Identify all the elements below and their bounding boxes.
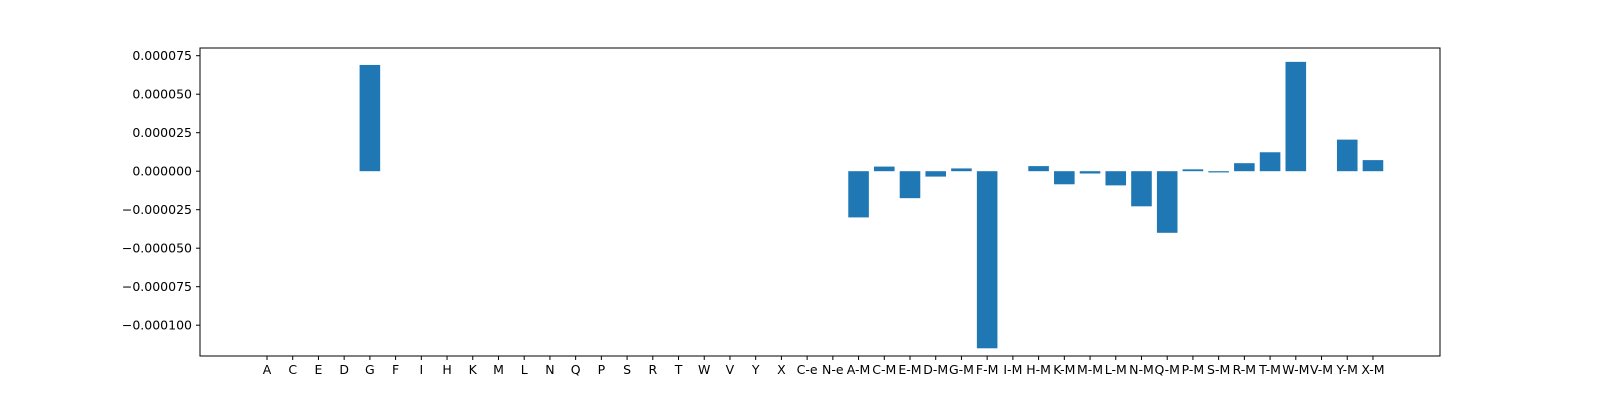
x-tick-label: S [623, 362, 631, 377]
y-axis: −0.000100 −0.000075 −0.000050 −0.000025 0.00… [122, 48, 200, 333]
y-tick-label: 0.000050 [132, 87, 192, 102]
x-tick-label: S-M [1207, 362, 1230, 377]
bar-M-M [1079, 171, 1101, 174]
x-tick-label: H [442, 362, 451, 377]
x-tick-label: Y-M [1336, 362, 1358, 377]
x-tick-label: A [263, 362, 272, 377]
bar-S-M [1208, 171, 1229, 173]
x-axis: A C E D G F I H K M L N Q P S R T W V Y X C-e N-e A-M C-M E-M D-M G… [263, 356, 1385, 377]
bar-G-M [951, 168, 972, 172]
x-tick-label: T-M [1258, 362, 1281, 377]
x-tick-label: A-M [847, 362, 871, 377]
bar-X-M [1362, 160, 1384, 172]
y-tick-label: 0.000025 [132, 125, 192, 140]
x-tick-label: C-e [797, 362, 818, 377]
bar-C-M [873, 166, 895, 172]
x-tick-label: Q [571, 362, 581, 377]
bar-W-M [1285, 61, 1307, 172]
x-tick-label: R-M [1233, 362, 1256, 377]
x-tick-label: C-M [872, 362, 896, 377]
x-tick-label: V-M [1310, 362, 1333, 377]
x-tick-label: K [469, 362, 478, 377]
x-tick-label: T [674, 362, 683, 377]
x-tick-label: X-M [1361, 362, 1384, 377]
bar-F-M [976, 171, 998, 349]
y-tick-label: −0.000100 [122, 318, 192, 333]
x-tick-label: D-M [923, 362, 948, 377]
x-tick-label: W-M [1282, 362, 1309, 377]
x-tick-label: M-M [1077, 362, 1103, 377]
x-tick-label: H-M [1026, 362, 1051, 377]
bar-K-M [1054, 171, 1075, 185]
y-tick-label: −0.000050 [122, 241, 192, 256]
x-tick-label: D [339, 362, 349, 377]
y-tick-label: 0.000000 [132, 164, 192, 179]
x-tick-label: L-M [1105, 362, 1127, 377]
x-tick-label: X [777, 362, 786, 377]
y-tick-label: −0.000025 [122, 202, 192, 217]
bar-L-M [1105, 171, 1127, 186]
bar-D-M [925, 171, 947, 177]
bar-E-M [899, 171, 921, 199]
bars-group [359, 61, 1384, 349]
x-tick-label: P-M [1182, 362, 1205, 377]
bar-G [359, 64, 381, 172]
x-tick-label: N-M [1129, 362, 1154, 377]
x-tick-label: W [698, 362, 710, 377]
bar-R-M [1234, 163, 1255, 172]
x-tick-label: Y [751, 362, 760, 377]
x-tick-label: C [288, 362, 297, 377]
x-tick-label: G [365, 362, 375, 377]
x-tick-label: K-M [1053, 362, 1075, 377]
bar-T-M [1259, 152, 1281, 172]
bar-P-M [1182, 169, 1204, 172]
x-tick-label: E [314, 362, 322, 377]
x-tick-label: N [545, 362, 554, 377]
x-tick-label: L [521, 362, 528, 377]
x-tick-label: G-M [949, 362, 974, 377]
plot-frame [199, 47, 1441, 357]
x-tick-label: M [493, 362, 504, 377]
bar-Q-M [1156, 171, 1178, 233]
x-tick-label: E-M [898, 362, 921, 377]
y-tick-label: 0.000075 [132, 48, 192, 63]
x-tick-label: I [419, 362, 423, 377]
bar-H-M [1028, 166, 1049, 172]
x-tick-label: V [726, 362, 735, 377]
x-tick-label: F-M [976, 362, 999, 377]
x-tick-label: Q-M [1154, 362, 1179, 377]
x-tick-label: F [392, 362, 399, 377]
bar-A-M [848, 171, 869, 218]
y-tick-label: −0.000075 [122, 279, 192, 294]
x-tick-label: N-e [822, 362, 844, 377]
bar-N-M [1131, 171, 1152, 207]
bar-Y-M [1336, 139, 1358, 172]
x-tick-label: R [648, 362, 657, 377]
x-tick-label: I-M [1003, 362, 1022, 377]
x-tick-label: P [598, 362, 606, 377]
